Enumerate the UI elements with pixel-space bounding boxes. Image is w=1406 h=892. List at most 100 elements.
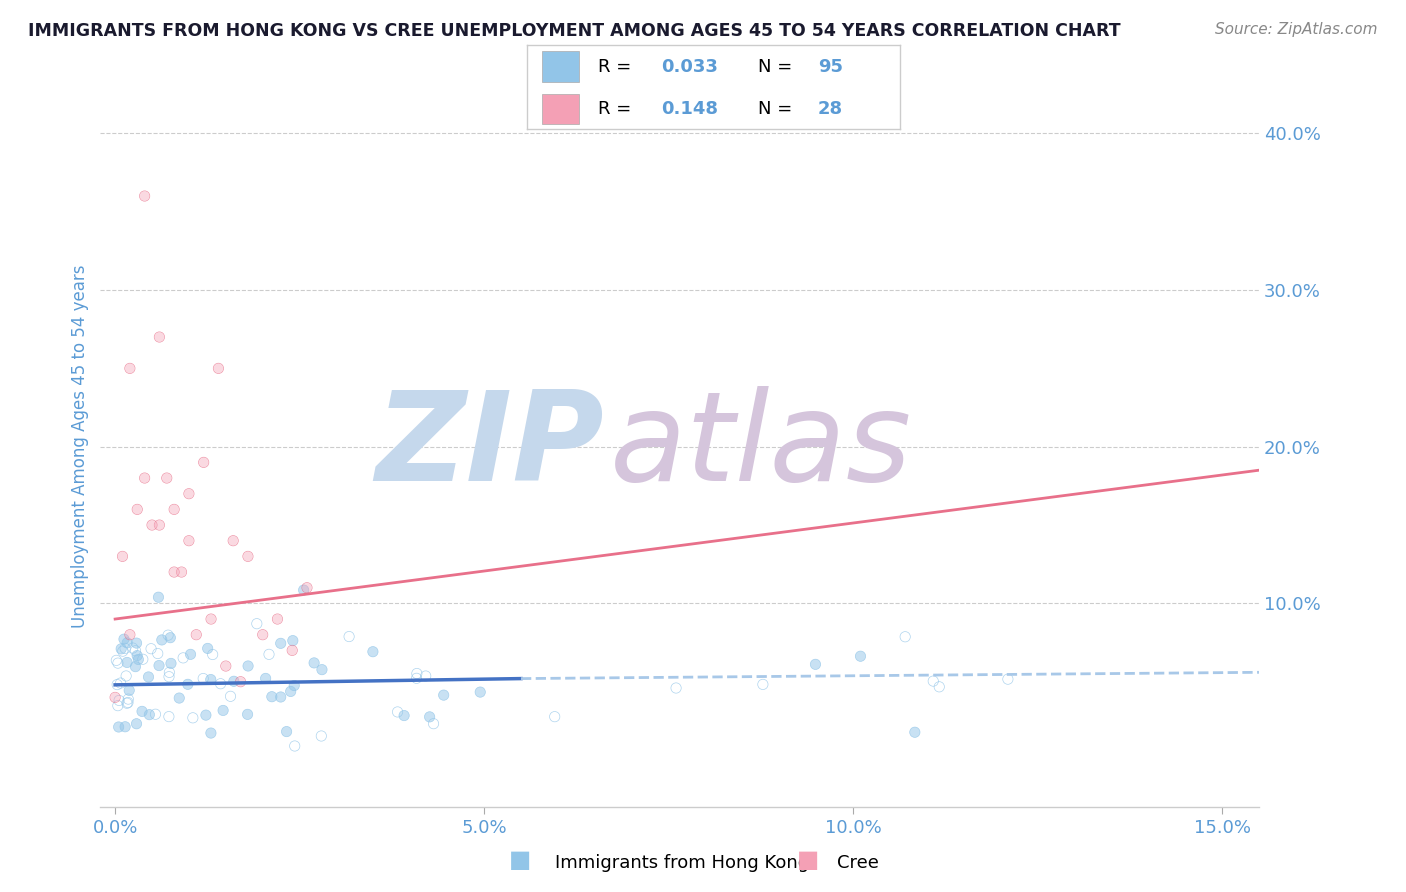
Point — [148, 591, 170, 605]
Point — [222, 533, 245, 548]
Point — [118, 361, 141, 376]
Point — [110, 641, 132, 656]
Point — [127, 652, 149, 666]
Point — [281, 633, 304, 648]
Bar — [543, 52, 579, 82]
Point — [115, 636, 138, 650]
Point — [193, 455, 215, 469]
Point — [117, 696, 139, 710]
Point — [392, 708, 415, 723]
Point — [215, 659, 238, 673]
Point — [138, 707, 160, 722]
Point — [270, 636, 292, 650]
Point — [280, 684, 302, 698]
Point — [222, 674, 245, 689]
Point — [804, 657, 827, 672]
Point — [257, 648, 280, 662]
Point — [170, 565, 193, 579]
Point — [405, 671, 427, 685]
Point — [260, 690, 283, 704]
Point — [212, 703, 235, 717]
Point — [280, 684, 302, 698]
Point — [160, 657, 183, 671]
Y-axis label: Unemployment Among Ages 45 to 54 years: Unemployment Among Ages 45 to 54 years — [72, 265, 89, 629]
Text: Source: ZipAtlas.com: Source: ZipAtlas.com — [1215, 22, 1378, 37]
Point — [146, 647, 169, 661]
Point — [105, 677, 128, 691]
Point — [283, 679, 305, 693]
Point — [111, 644, 134, 658]
Point — [200, 673, 222, 687]
Point — [302, 656, 325, 670]
Point — [419, 710, 441, 724]
Point — [186, 628, 208, 642]
Point — [108, 693, 131, 707]
Point — [127, 648, 149, 663]
Point — [148, 518, 170, 533]
Point — [110, 641, 132, 656]
Point — [361, 645, 384, 659]
Point — [281, 633, 304, 648]
Point — [922, 674, 945, 689]
Point — [252, 628, 274, 642]
Point — [115, 669, 138, 683]
Point — [665, 681, 688, 695]
Text: N =: N = — [758, 100, 799, 118]
Point — [177, 677, 200, 691]
Point — [107, 656, 129, 670]
Point — [236, 659, 259, 673]
Point — [236, 707, 259, 722]
Point — [121, 641, 143, 656]
Point — [105, 653, 128, 667]
Point — [194, 708, 217, 723]
Point — [302, 656, 325, 670]
Point — [246, 616, 269, 631]
Point — [118, 628, 141, 642]
Point — [159, 631, 181, 645]
Point — [470, 685, 492, 699]
Text: 95: 95 — [818, 58, 842, 76]
Point — [112, 632, 135, 647]
Text: R =: R = — [598, 58, 637, 76]
Point — [170, 565, 193, 579]
Text: 28: 28 — [818, 100, 844, 118]
Bar — [543, 94, 579, 124]
Point — [212, 703, 235, 717]
Point — [904, 725, 927, 739]
Point — [415, 669, 437, 683]
Point — [157, 670, 180, 684]
Point — [200, 726, 222, 740]
Point — [193, 672, 215, 686]
Point — [311, 663, 333, 677]
Point — [157, 709, 180, 723]
Point — [125, 716, 148, 731]
Point — [125, 716, 148, 731]
Text: R =: R = — [598, 100, 637, 118]
Point — [127, 652, 149, 666]
Point — [236, 549, 259, 564]
Point — [124, 659, 146, 673]
Point — [295, 581, 318, 595]
Point — [361, 645, 384, 659]
Point — [172, 651, 194, 665]
Point — [163, 502, 186, 516]
Point — [292, 583, 315, 598]
Point — [180, 648, 202, 662]
Point — [134, 471, 156, 485]
Text: Cree: Cree — [837, 855, 879, 872]
Point — [177, 677, 200, 691]
Point — [148, 330, 170, 344]
Point — [167, 691, 190, 706]
Point — [276, 724, 298, 739]
Point — [115, 636, 138, 650]
Point — [752, 677, 775, 691]
Point — [114, 720, 136, 734]
Point — [159, 631, 181, 645]
Text: 0.148: 0.148 — [661, 100, 718, 118]
Point — [134, 189, 156, 203]
Point — [254, 672, 277, 686]
Point — [127, 648, 149, 663]
Point — [157, 628, 180, 642]
Point — [148, 658, 170, 673]
Point — [157, 665, 180, 680]
